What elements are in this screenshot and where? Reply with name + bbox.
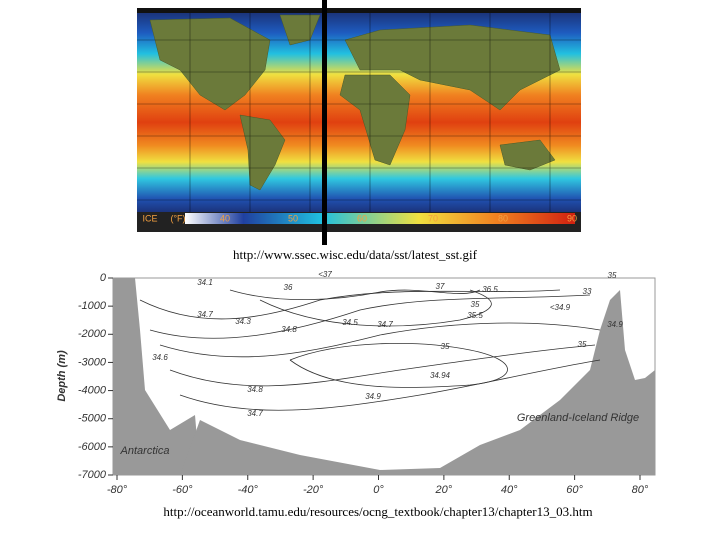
colorbar-label: ICE <box>142 213 157 223</box>
contour-label: 34.6 <box>152 353 168 362</box>
place-label: Antarctica <box>120 445 170 457</box>
y-tick-label: -4000 <box>78 384 107 396</box>
contour-label: <34.9 <box>550 303 571 312</box>
x-tick-label: 80° <box>632 484 649 496</box>
contour-label: 34.8 <box>281 325 297 334</box>
colorbar-label: 60 <box>357 213 367 223</box>
colorbar-label: 50 <box>288 213 298 223</box>
contour-label: 34.9 <box>365 392 381 401</box>
contour-label: 34.8 <box>247 385 263 394</box>
caption: http://www.ssec.wisc.edu/data/sst/latest… <box>233 247 478 262</box>
contour-label: 35 <box>471 300 480 309</box>
contour-label: 35 <box>608 271 617 280</box>
contour-label: 34.1 <box>197 278 213 287</box>
y-tick-label: -5000 <box>78 413 107 425</box>
colorbar-label: (°F) <box>170 213 185 223</box>
y-tick-label: -2000 <box>78 328 107 340</box>
x-tick-label: -80° <box>107 484 128 496</box>
sst-map <box>137 0 581 245</box>
contour-label: 36 <box>284 283 293 292</box>
x-tick-label: 60° <box>566 484 583 496</box>
colorbar-label: 70 <box>428 213 438 223</box>
contour-label: 34.5 <box>342 318 358 327</box>
contour-label: 34.7 <box>377 320 393 329</box>
colorbar-label: 40 <box>220 213 230 223</box>
contour-label: 36.5 <box>482 285 498 294</box>
contour-label: 35 <box>441 342 450 351</box>
x-tick-label: 40° <box>501 484 518 496</box>
contour-label: 34.9 <box>607 320 623 329</box>
x-tick-label: 0° <box>373 484 384 496</box>
y-axis-label: Depth (m) <box>56 350 68 402</box>
y-tick-label: -1000 <box>78 300 107 312</box>
contour-label: 34.7 <box>197 310 213 319</box>
section-plot <box>112 277 656 476</box>
contour-label: <37 <box>318 270 332 279</box>
colorbar-label: 80 <box>498 213 508 223</box>
y-tick-label: -3000 <box>78 356 107 368</box>
x-tick-label: -60° <box>172 484 193 496</box>
colorbar-label: 90 <box>567 213 577 223</box>
contour-label: 35.5 <box>467 311 483 320</box>
x-tick-label: -40° <box>238 484 259 496</box>
y-tick-label: 0 <box>100 272 107 284</box>
contour-label: 33 <box>583 287 592 296</box>
caption: http://oceanworld.tamu.edu/resources/ocn… <box>163 504 592 519</box>
contour-label: 34.7 <box>247 409 263 418</box>
contour-label: 34.3 <box>235 317 251 326</box>
x-tick-label: 20° <box>435 484 453 496</box>
contour-label: 37 <box>436 282 445 291</box>
y-tick-label: -6000 <box>78 441 107 453</box>
contour-label: 34.94 <box>430 371 451 380</box>
contour-label: 35 <box>578 340 587 349</box>
place-label: Greenland-Iceland Ridge <box>517 412 639 424</box>
y-tick-label: -7000 <box>78 469 107 481</box>
x-tick-label: -20° <box>303 484 324 496</box>
